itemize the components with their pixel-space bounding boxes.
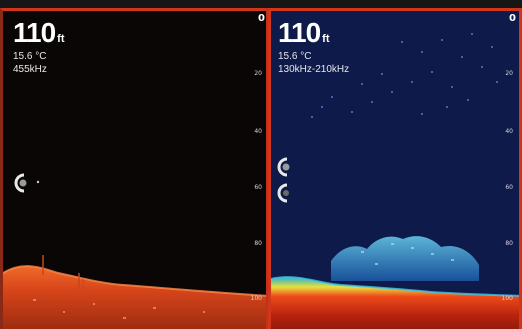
frequency-label-right: 130kHz-210kHz bbox=[278, 64, 350, 75]
range-marker-dot-icon bbox=[36, 180, 40, 184]
scale-label-40-right: 40 bbox=[505, 128, 513, 135]
top-bar bbox=[0, 0, 522, 8]
scale-label-60: 60 bbox=[254, 184, 262, 191]
scale-label-20-right: 20 bbox=[505, 70, 513, 77]
range-marker-icon-right[interactable] bbox=[275, 157, 295, 177]
left-sonar-image bbox=[3, 255, 268, 329]
scale-label-60-right: 60 bbox=[505, 184, 513, 191]
scale-label-0-right: 0 bbox=[509, 13, 516, 24]
zoom-marker-icon[interactable] bbox=[275, 183, 295, 203]
pane-divider[interactable] bbox=[266, 8, 269, 329]
sonar-pane-right[interactable]: 110 ft 15.6 °C 130kHz-210kHz 0 20 40 60 8… bbox=[268, 8, 522, 329]
depth-readout-right: 110 ft bbox=[278, 17, 330, 48]
water-temperature: 15.6 °C bbox=[13, 51, 47, 62]
right-sonar-image bbox=[271, 33, 519, 329]
scale-label-100: 100 bbox=[250, 295, 262, 302]
water-temperature-right: 15.6 °C bbox=[278, 51, 312, 62]
scale-label-80: 80 bbox=[254, 240, 262, 247]
frequency-label: 455kHz bbox=[13, 64, 47, 75]
scale-label-40: 40 bbox=[254, 128, 262, 135]
range-marker-icon[interactable] bbox=[12, 173, 32, 193]
scale-label-100-right: 100 bbox=[501, 295, 513, 302]
scale-label-80-right: 80 bbox=[505, 240, 513, 247]
sonar-pane-left[interactable]: 110 ft 15.6 °C 455kHz 0 20 40 60 80 100 bbox=[0, 8, 268, 329]
scale-label-20: 20 bbox=[254, 70, 262, 77]
scale-label-0: 0 bbox=[258, 13, 265, 24]
depth-readout: 110 ft bbox=[13, 17, 65, 48]
